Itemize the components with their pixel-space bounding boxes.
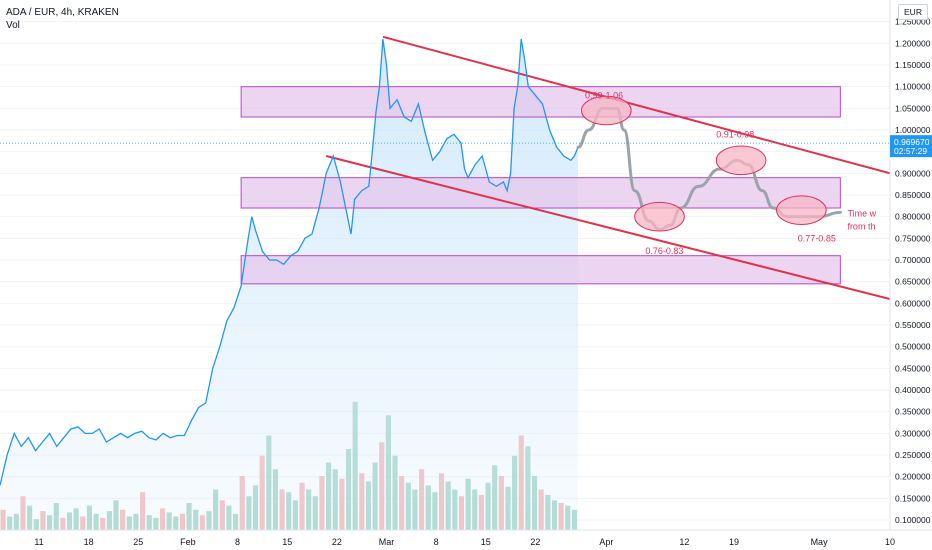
y-tick-label: 0.400000 bbox=[895, 385, 931, 395]
annotation-label: from th bbox=[847, 222, 875, 232]
y-tick-label: 0.650000 bbox=[895, 277, 931, 287]
chart-legend: ADA / EUR, 4h, KRAKEN Vol bbox=[6, 6, 119, 32]
y-tick-label: 0.500000 bbox=[895, 342, 931, 352]
y-tick-label: 0.250000 bbox=[895, 450, 931, 460]
x-tick-label: Apr bbox=[599, 537, 613, 547]
y-tick-label: 0.100000 bbox=[895, 515, 931, 525]
annotation-label: 0.76-0.83 bbox=[645, 246, 683, 256]
price-series-line bbox=[0, 38, 579, 486]
x-tick-label: 25 bbox=[133, 537, 143, 547]
trendline-1[interactable] bbox=[382, 35, 891, 175]
x-tick-label: 8 bbox=[434, 537, 439, 547]
y-tick-label: 1.250000 bbox=[895, 17, 931, 27]
x-tick-label: 22 bbox=[332, 537, 342, 547]
y-tick-label: 1.150000 bbox=[895, 60, 931, 70]
y-tick-label: 0.550000 bbox=[895, 320, 931, 330]
x-tick-label: 15 bbox=[282, 537, 292, 547]
x-tick-label: 11 bbox=[34, 537, 43, 547]
y-tick-label: 0.600000 bbox=[895, 298, 931, 308]
price-line bbox=[0, 38, 579, 486]
y-axis-panel bbox=[890, 0, 932, 550]
price-area-fill bbox=[0, 39, 578, 530]
x-tick-label: 18 bbox=[84, 537, 94, 547]
y-tick-label: 1.200000 bbox=[895, 38, 931, 48]
annotation-label: Time w bbox=[847, 209, 876, 219]
target-ellipse-1[interactable] bbox=[581, 95, 632, 126]
y-tick-label: 0.900000 bbox=[895, 168, 931, 178]
current-price-value: 0.969670 bbox=[894, 137, 930, 147]
x-tick-label: 19 bbox=[729, 537, 739, 547]
x-tick-label: 22 bbox=[530, 537, 540, 547]
symbol-title[interactable]: ADA / EUR, 4h, KRAKEN bbox=[6, 7, 119, 18]
y-tick-label: 0.150000 bbox=[895, 493, 931, 503]
annotation-label: 0.77-0.85 bbox=[798, 233, 836, 243]
x-tick-label: 15 bbox=[481, 537, 491, 547]
annotation-label: 0.91-0.98 bbox=[716, 129, 754, 139]
x-tick-label: Mar bbox=[379, 537, 395, 547]
current-price-countdown: 02:57:29 bbox=[894, 146, 927, 156]
y-tick-label: 1.000000 bbox=[895, 125, 931, 135]
trendline-2[interactable] bbox=[325, 155, 891, 300]
x-tick-label: May bbox=[811, 537, 829, 547]
target-ellipses[interactable] bbox=[581, 95, 827, 232]
x-tick-label: 10 bbox=[885, 537, 895, 547]
y-tick-label: 1.050000 bbox=[895, 103, 931, 113]
y-tick-label: 0.800000 bbox=[895, 212, 931, 222]
annotation-label: 0.99-1.06 bbox=[585, 90, 623, 100]
x-tick-label: Feb bbox=[180, 537, 196, 547]
zone-rect-2[interactable] bbox=[240, 177, 841, 209]
y-tick-label: 0.850000 bbox=[895, 190, 931, 200]
y-tick-label: 0.450000 bbox=[895, 363, 931, 373]
target-ellipse-4[interactable] bbox=[776, 195, 827, 225]
y-tick-label: 0.700000 bbox=[895, 255, 931, 265]
y-tick-label: 0.350000 bbox=[895, 407, 931, 417]
currency-button[interactable]: EUR bbox=[898, 4, 928, 20]
y-tick-label: 0.750000 bbox=[895, 233, 931, 243]
x-tick-label: 8 bbox=[235, 537, 240, 547]
y-tick-label: 1.100000 bbox=[895, 82, 931, 92]
channel-trendlines[interactable] bbox=[325, 35, 891, 300]
y-tick-label: 0.300000 bbox=[895, 428, 931, 438]
target-ellipse-2[interactable] bbox=[634, 201, 685, 232]
price-area bbox=[0, 39, 578, 530]
zone-rect-3[interactable] bbox=[240, 255, 841, 285]
x-tick-label: 12 bbox=[679, 537, 689, 547]
annotations: 0.99-1.06 0.91-0.98 0.76-0.83 0.77-0.85 Time… bbox=[585, 90, 877, 256]
current-price-badge bbox=[890, 135, 932, 158]
y-tick-label: 0.200000 bbox=[895, 472, 931, 482]
target-ellipse-3[interactable] bbox=[715, 145, 767, 176]
volume-indicator-label[interactable]: Vol bbox=[6, 20, 20, 31]
